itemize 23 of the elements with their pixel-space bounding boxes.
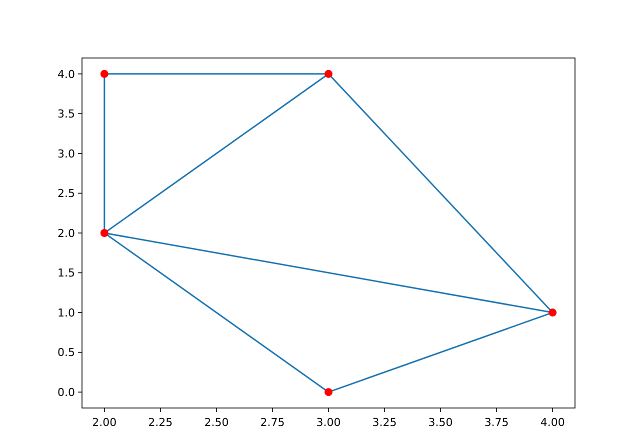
y-tick-label: 1.0 bbox=[58, 306, 75, 320]
x-tick-label: 3.50 bbox=[428, 416, 453, 429]
x-tick-label: 3.00 bbox=[316, 416, 341, 429]
point bbox=[100, 70, 108, 78]
x-tick-label: 2.25 bbox=[148, 416, 173, 429]
x-tick-label: 2.75 bbox=[260, 416, 285, 429]
y-tick-label: 0.5 bbox=[58, 346, 75, 360]
x-tick-label: 2.00 bbox=[92, 416, 117, 429]
x-tick-label: 3.75 bbox=[484, 416, 509, 429]
x-tick-label: 4.00 bbox=[540, 416, 565, 429]
x-tick-label: 3.25 bbox=[372, 416, 397, 429]
point bbox=[548, 308, 557, 317]
point bbox=[324, 70, 332, 78]
y-tick-label: 3.0 bbox=[58, 147, 75, 160]
point bbox=[324, 388, 332, 396]
y-tick-label: 0.0 bbox=[58, 386, 75, 399]
y-tick-label: 2.5 bbox=[58, 187, 75, 200]
point bbox=[100, 229, 108, 237]
y-tick-label: 2.0 bbox=[58, 226, 75, 240]
y-tick-label: 4.0 bbox=[58, 68, 75, 81]
x-tick-label: 2.50 bbox=[204, 416, 229, 429]
y-tick-label: 3.5 bbox=[58, 108, 75, 121]
y-tick-label: 1.5 bbox=[58, 266, 75, 280]
